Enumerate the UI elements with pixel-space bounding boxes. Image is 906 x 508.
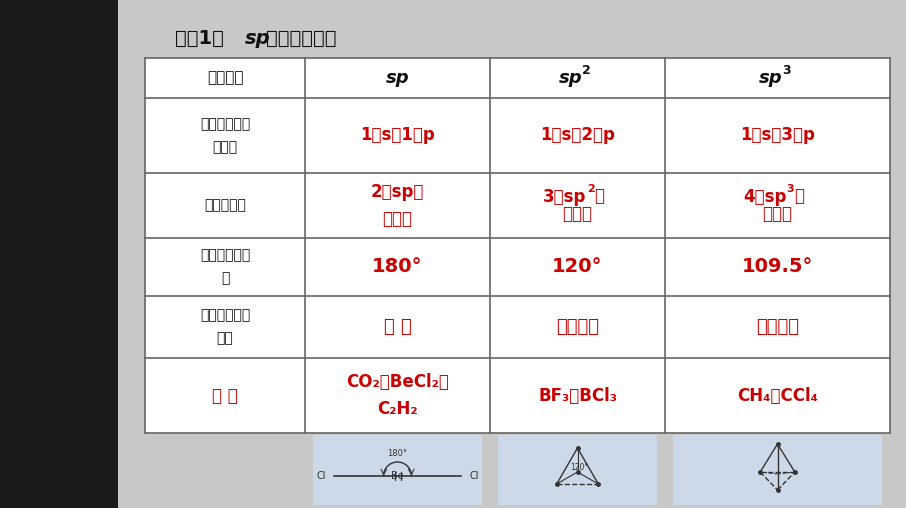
Text: CH₄，CCl₄: CH₄，CCl₄ <box>737 387 818 404</box>
Text: Cl: Cl <box>469 471 478 481</box>
Text: 120°: 120° <box>571 463 589 472</box>
Text: 1个s＋2个p: 1个s＋2个p <box>540 126 615 144</box>
Text: 3: 3 <box>786 184 795 195</box>
Text: 实 例: 实 例 <box>212 387 238 404</box>
Text: sp: sp <box>758 69 782 87</box>
Bar <box>118 0 906 508</box>
Bar <box>498 435 657 505</box>
Text: 杂: 杂 <box>795 187 805 206</box>
Text: 1个s＋3个p: 1个s＋3个p <box>740 126 814 144</box>
Text: 3: 3 <box>782 65 791 78</box>
Text: 4个sp: 4个sp <box>743 187 786 206</box>
Text: sp: sp <box>245 28 271 48</box>
Text: 杂: 杂 <box>594 187 604 206</box>
Text: 120°: 120° <box>553 258 602 276</box>
Text: 型的三种杂化: 型的三种杂化 <box>266 28 336 48</box>
Bar <box>673 435 882 505</box>
Text: 2: 2 <box>583 65 591 78</box>
Text: CO₂，BeCl₂，
C₂H₂: CO₂，BeCl₂， C₂H₂ <box>346 373 449 418</box>
Text: 小结1：: 小结1： <box>175 28 224 48</box>
Text: 杂化轨道数: 杂化轨道数 <box>204 199 246 212</box>
Text: 直 线: 直 线 <box>383 318 411 336</box>
Text: 2个sp杂
化轨道: 2个sp杂 化轨道 <box>371 183 424 228</box>
Text: sp: sp <box>386 69 410 87</box>
Text: 参与杂化的原
子轨道: 参与杂化的原 子轨道 <box>200 117 250 154</box>
Text: BF₃，BCl₃: BF₃，BCl₃ <box>538 387 617 404</box>
Bar <box>145 58 890 433</box>
Text: 正四面体: 正四面体 <box>756 318 799 336</box>
Text: 化轨道: 化轨道 <box>763 206 793 224</box>
Text: 109.5°: 109.5° <box>742 258 814 276</box>
Text: Be: Be <box>391 471 404 481</box>
Text: 3个sp: 3个sp <box>543 187 586 206</box>
Text: 180°: 180° <box>372 258 423 276</box>
Text: 杂化轨道间夹
角: 杂化轨道间夹 角 <box>200 248 250 285</box>
Text: 180°: 180° <box>388 449 408 458</box>
Text: 杂化轨道空间
构型: 杂化轨道空间 构型 <box>200 308 250 345</box>
Text: 2: 2 <box>586 184 594 195</box>
Bar <box>313 435 482 505</box>
Text: 1个s＋1个p: 1个s＋1个p <box>360 126 435 144</box>
Text: 杂化类型: 杂化类型 <box>207 71 243 85</box>
Text: Cl: Cl <box>316 471 326 481</box>
Text: sp: sp <box>559 69 583 87</box>
Text: 化轨道: 化轨道 <box>563 206 593 224</box>
Text: 正三角形: 正三角形 <box>556 318 599 336</box>
